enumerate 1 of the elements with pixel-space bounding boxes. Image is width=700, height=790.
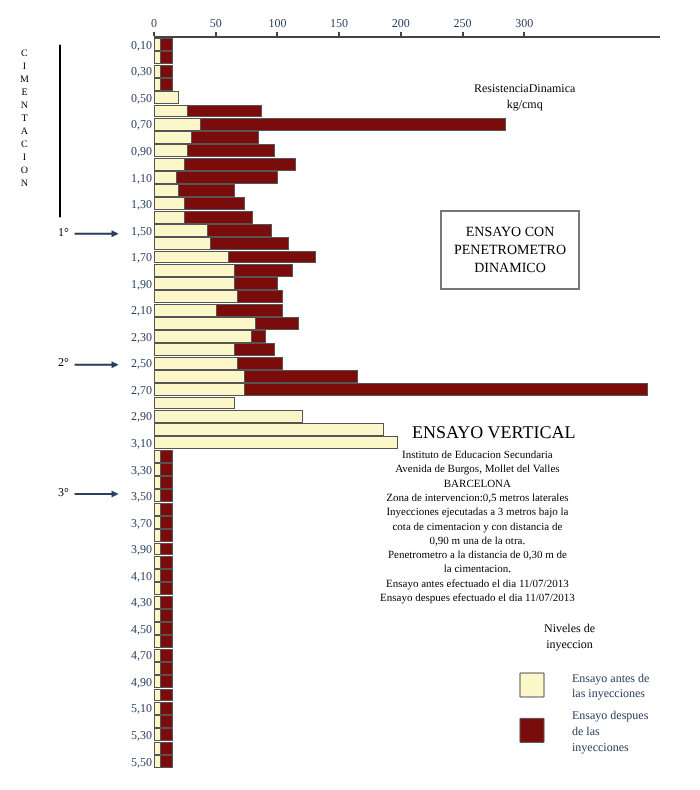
text: ENSAYO VERTICAL	[412, 422, 576, 442]
